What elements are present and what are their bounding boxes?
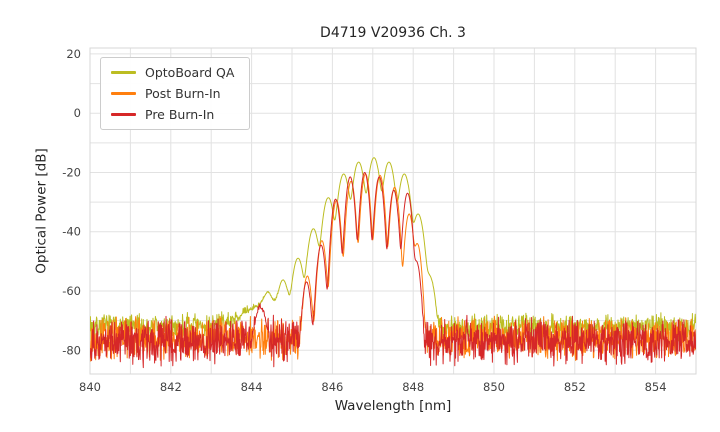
legend: OptoBoard QA Post Burn-In Pre Burn-In xyxy=(100,57,251,130)
y-tick-label: -60 xyxy=(62,284,81,298)
x-tick-label: 846 xyxy=(321,380,343,394)
x-tick-label: 852 xyxy=(564,380,586,394)
legend-label: Post Burn-In xyxy=(145,86,221,101)
y-axis-label-wrap: Optical Power [dB] xyxy=(20,48,64,374)
x-axis-label: Wavelength [nm] xyxy=(334,398,452,414)
legend-label: Pre Burn-In xyxy=(145,107,215,122)
series-line-optoboard-qa xyxy=(90,157,696,342)
y-tick-label: -40 xyxy=(62,225,81,239)
legend-line-swatch xyxy=(111,113,136,116)
legend-line-swatch xyxy=(111,92,136,95)
x-tick-label: 840 xyxy=(79,380,101,394)
y-axis-label: Optical Power [dB] xyxy=(34,148,51,274)
y-tick-label: 20 xyxy=(66,47,81,61)
legend-item-pre-burn-in: Pre Burn-In xyxy=(111,107,234,122)
y-tick-label: -20 xyxy=(62,165,81,179)
x-tick-label: 844 xyxy=(241,380,263,394)
series-line-pre-burn-in xyxy=(90,172,696,369)
series-group xyxy=(90,157,696,369)
x-tick-label: 842 xyxy=(160,380,182,394)
legend-label: OptoBoard QA xyxy=(145,65,235,80)
chart-title: D4719 V20936 Ch. 3 xyxy=(320,25,466,41)
legend-line-swatch xyxy=(111,71,136,74)
axes-frame xyxy=(89,47,697,375)
y-tick-label: -80 xyxy=(62,343,81,357)
legend-item-post-burn-in: Post Burn-In xyxy=(111,86,234,101)
x-tick-label: 850 xyxy=(483,380,505,394)
y-tick-label: 0 xyxy=(74,106,81,120)
x-tick-label: 848 xyxy=(402,380,424,394)
x-tick-label: 854 xyxy=(645,380,667,394)
legend-item-optoboard-qa: OptoBoard QA xyxy=(111,65,234,80)
